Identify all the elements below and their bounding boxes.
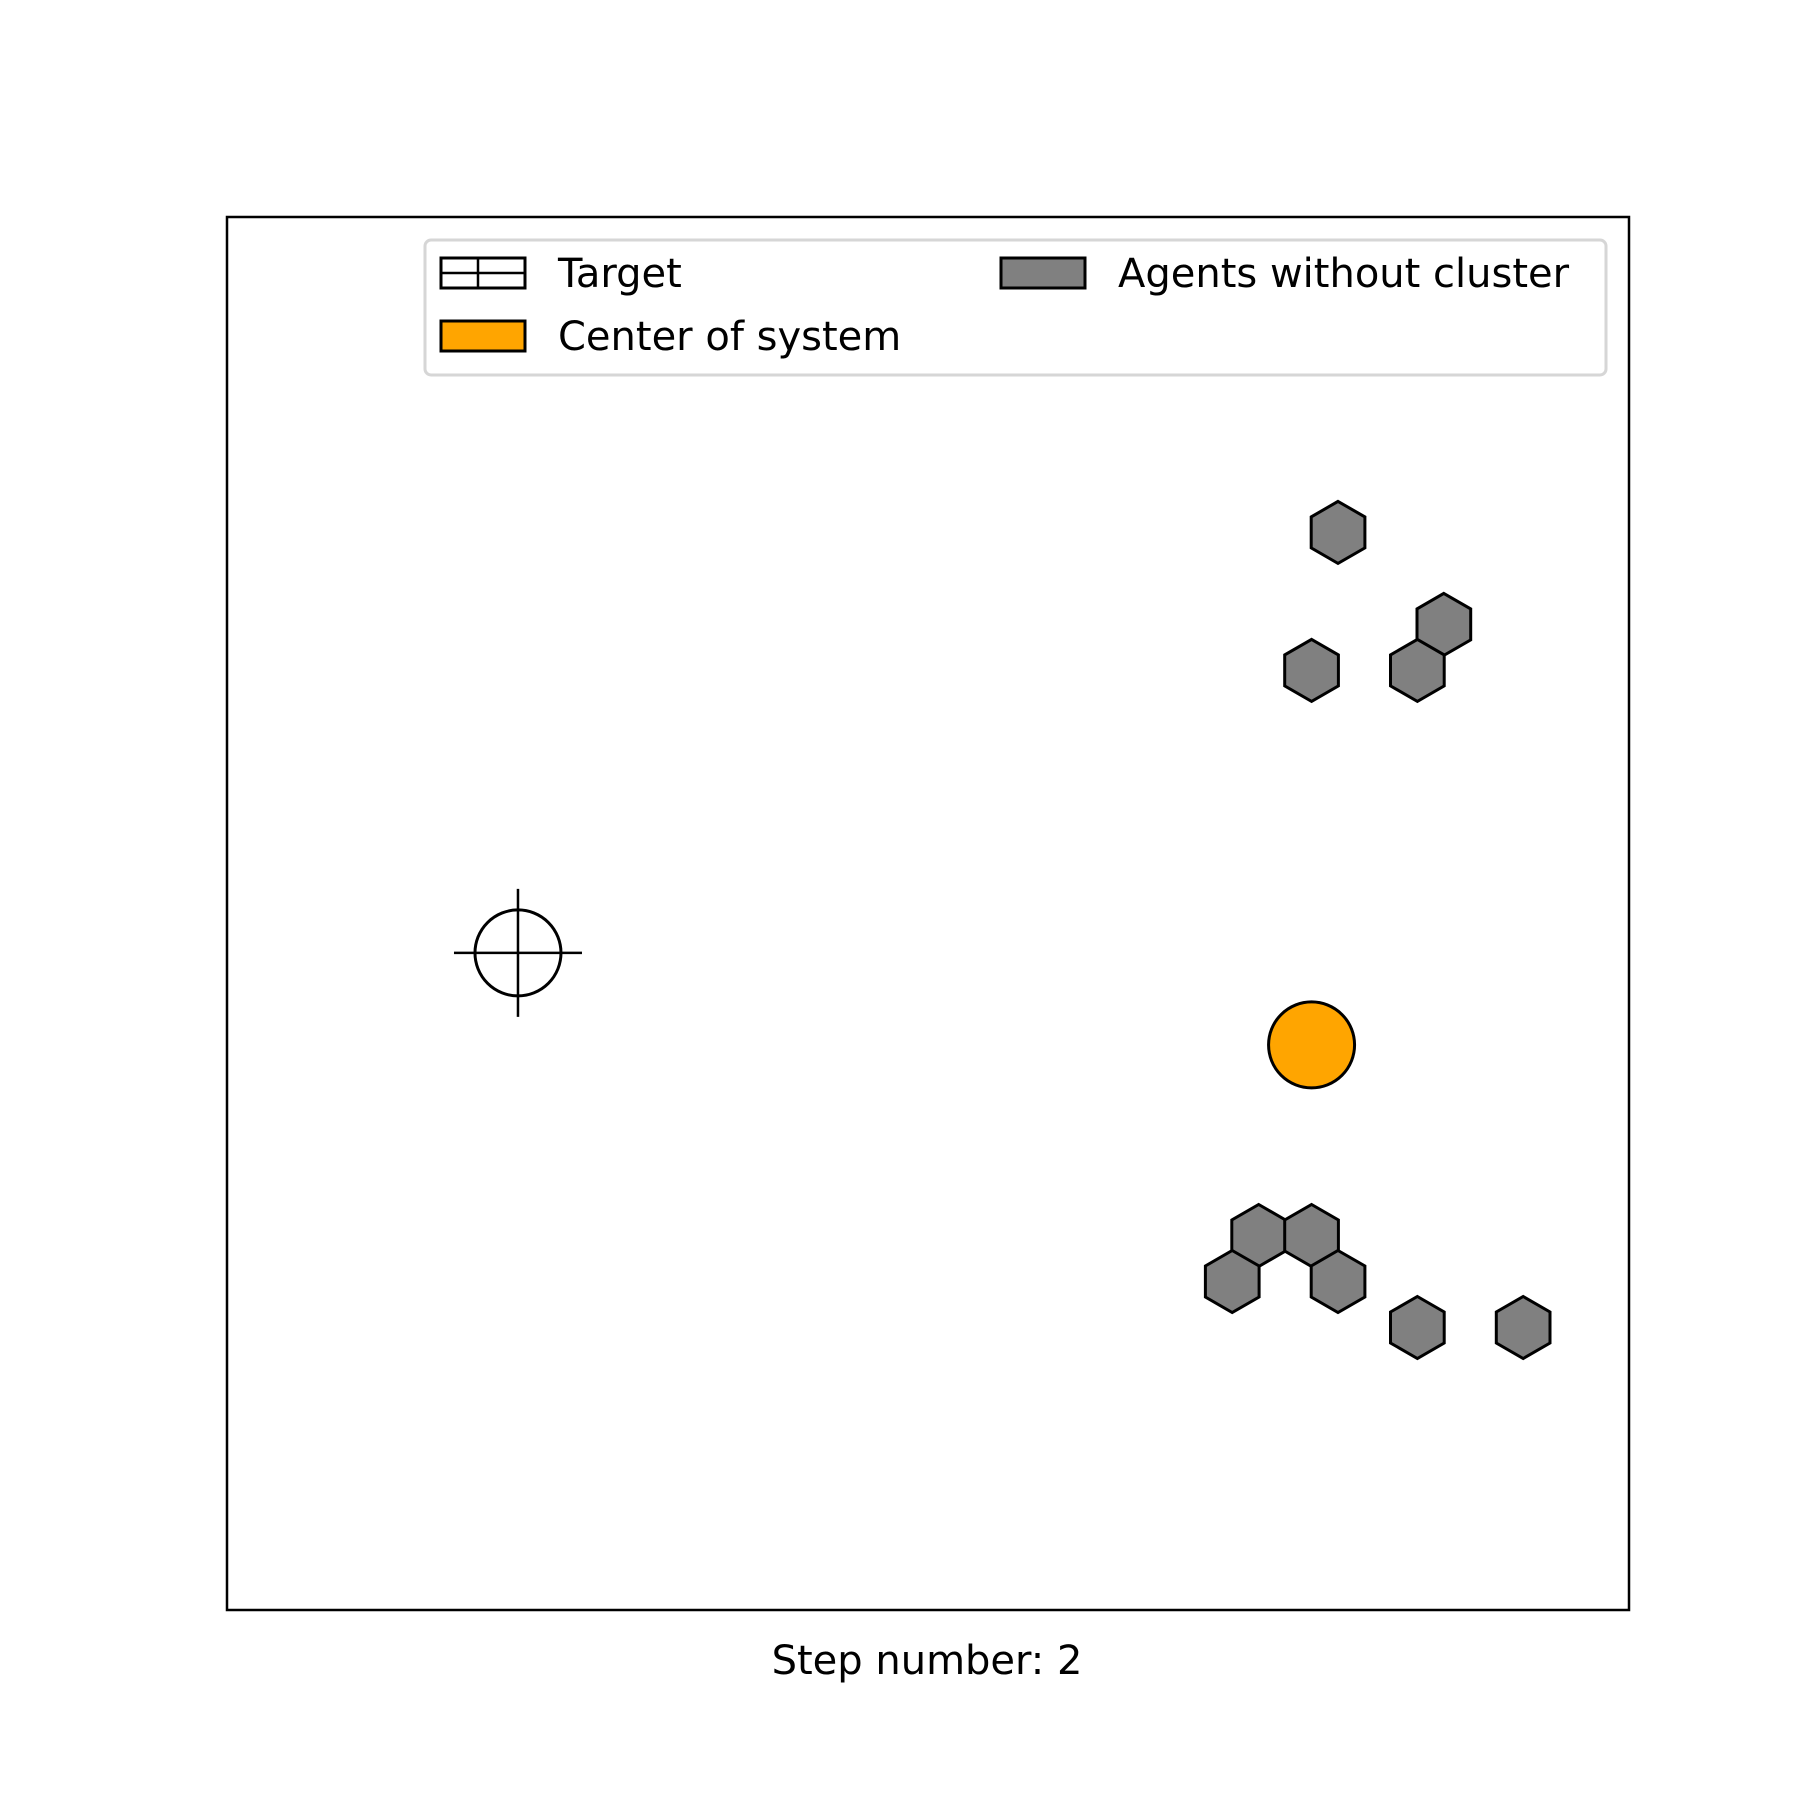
legend-label-agents: Agents without cluster	[1118, 251, 1570, 297]
agent-marker-7	[1203, 1248, 1261, 1315]
legend-entry-target: Target	[439, 251, 682, 297]
x-axis-label: Step number: 2	[772, 1638, 1083, 1684]
agent-marker-1	[1309, 499, 1367, 566]
legend-label-center: Center of system	[558, 314, 901, 360]
axes-frame	[225, 215, 1631, 1612]
legend-swatch-agents	[999, 256, 1087, 290]
agent-marker-10	[1494, 1294, 1552, 1361]
agent-marker-3	[1283, 637, 1340, 704]
agent-marker-4	[1389, 637, 1446, 704]
legend: Target Agents without cluster Center of …	[423, 238, 1608, 377]
center-of-system-marker	[1267, 1000, 1357, 1090]
legend-label-target: Target	[557, 251, 682, 297]
plot-marks	[453, 499, 1552, 1361]
legend-entry-center: Center of system	[439, 314, 901, 360]
agent-marker-8	[1309, 1248, 1367, 1315]
legend-entry-agents: Agents without cluster	[999, 251, 1570, 297]
legend-frame	[423, 238, 1608, 377]
target-marker	[453, 888, 582, 1017]
legend-swatch-center	[439, 319, 527, 353]
agent-marker-9	[1389, 1294, 1446, 1361]
